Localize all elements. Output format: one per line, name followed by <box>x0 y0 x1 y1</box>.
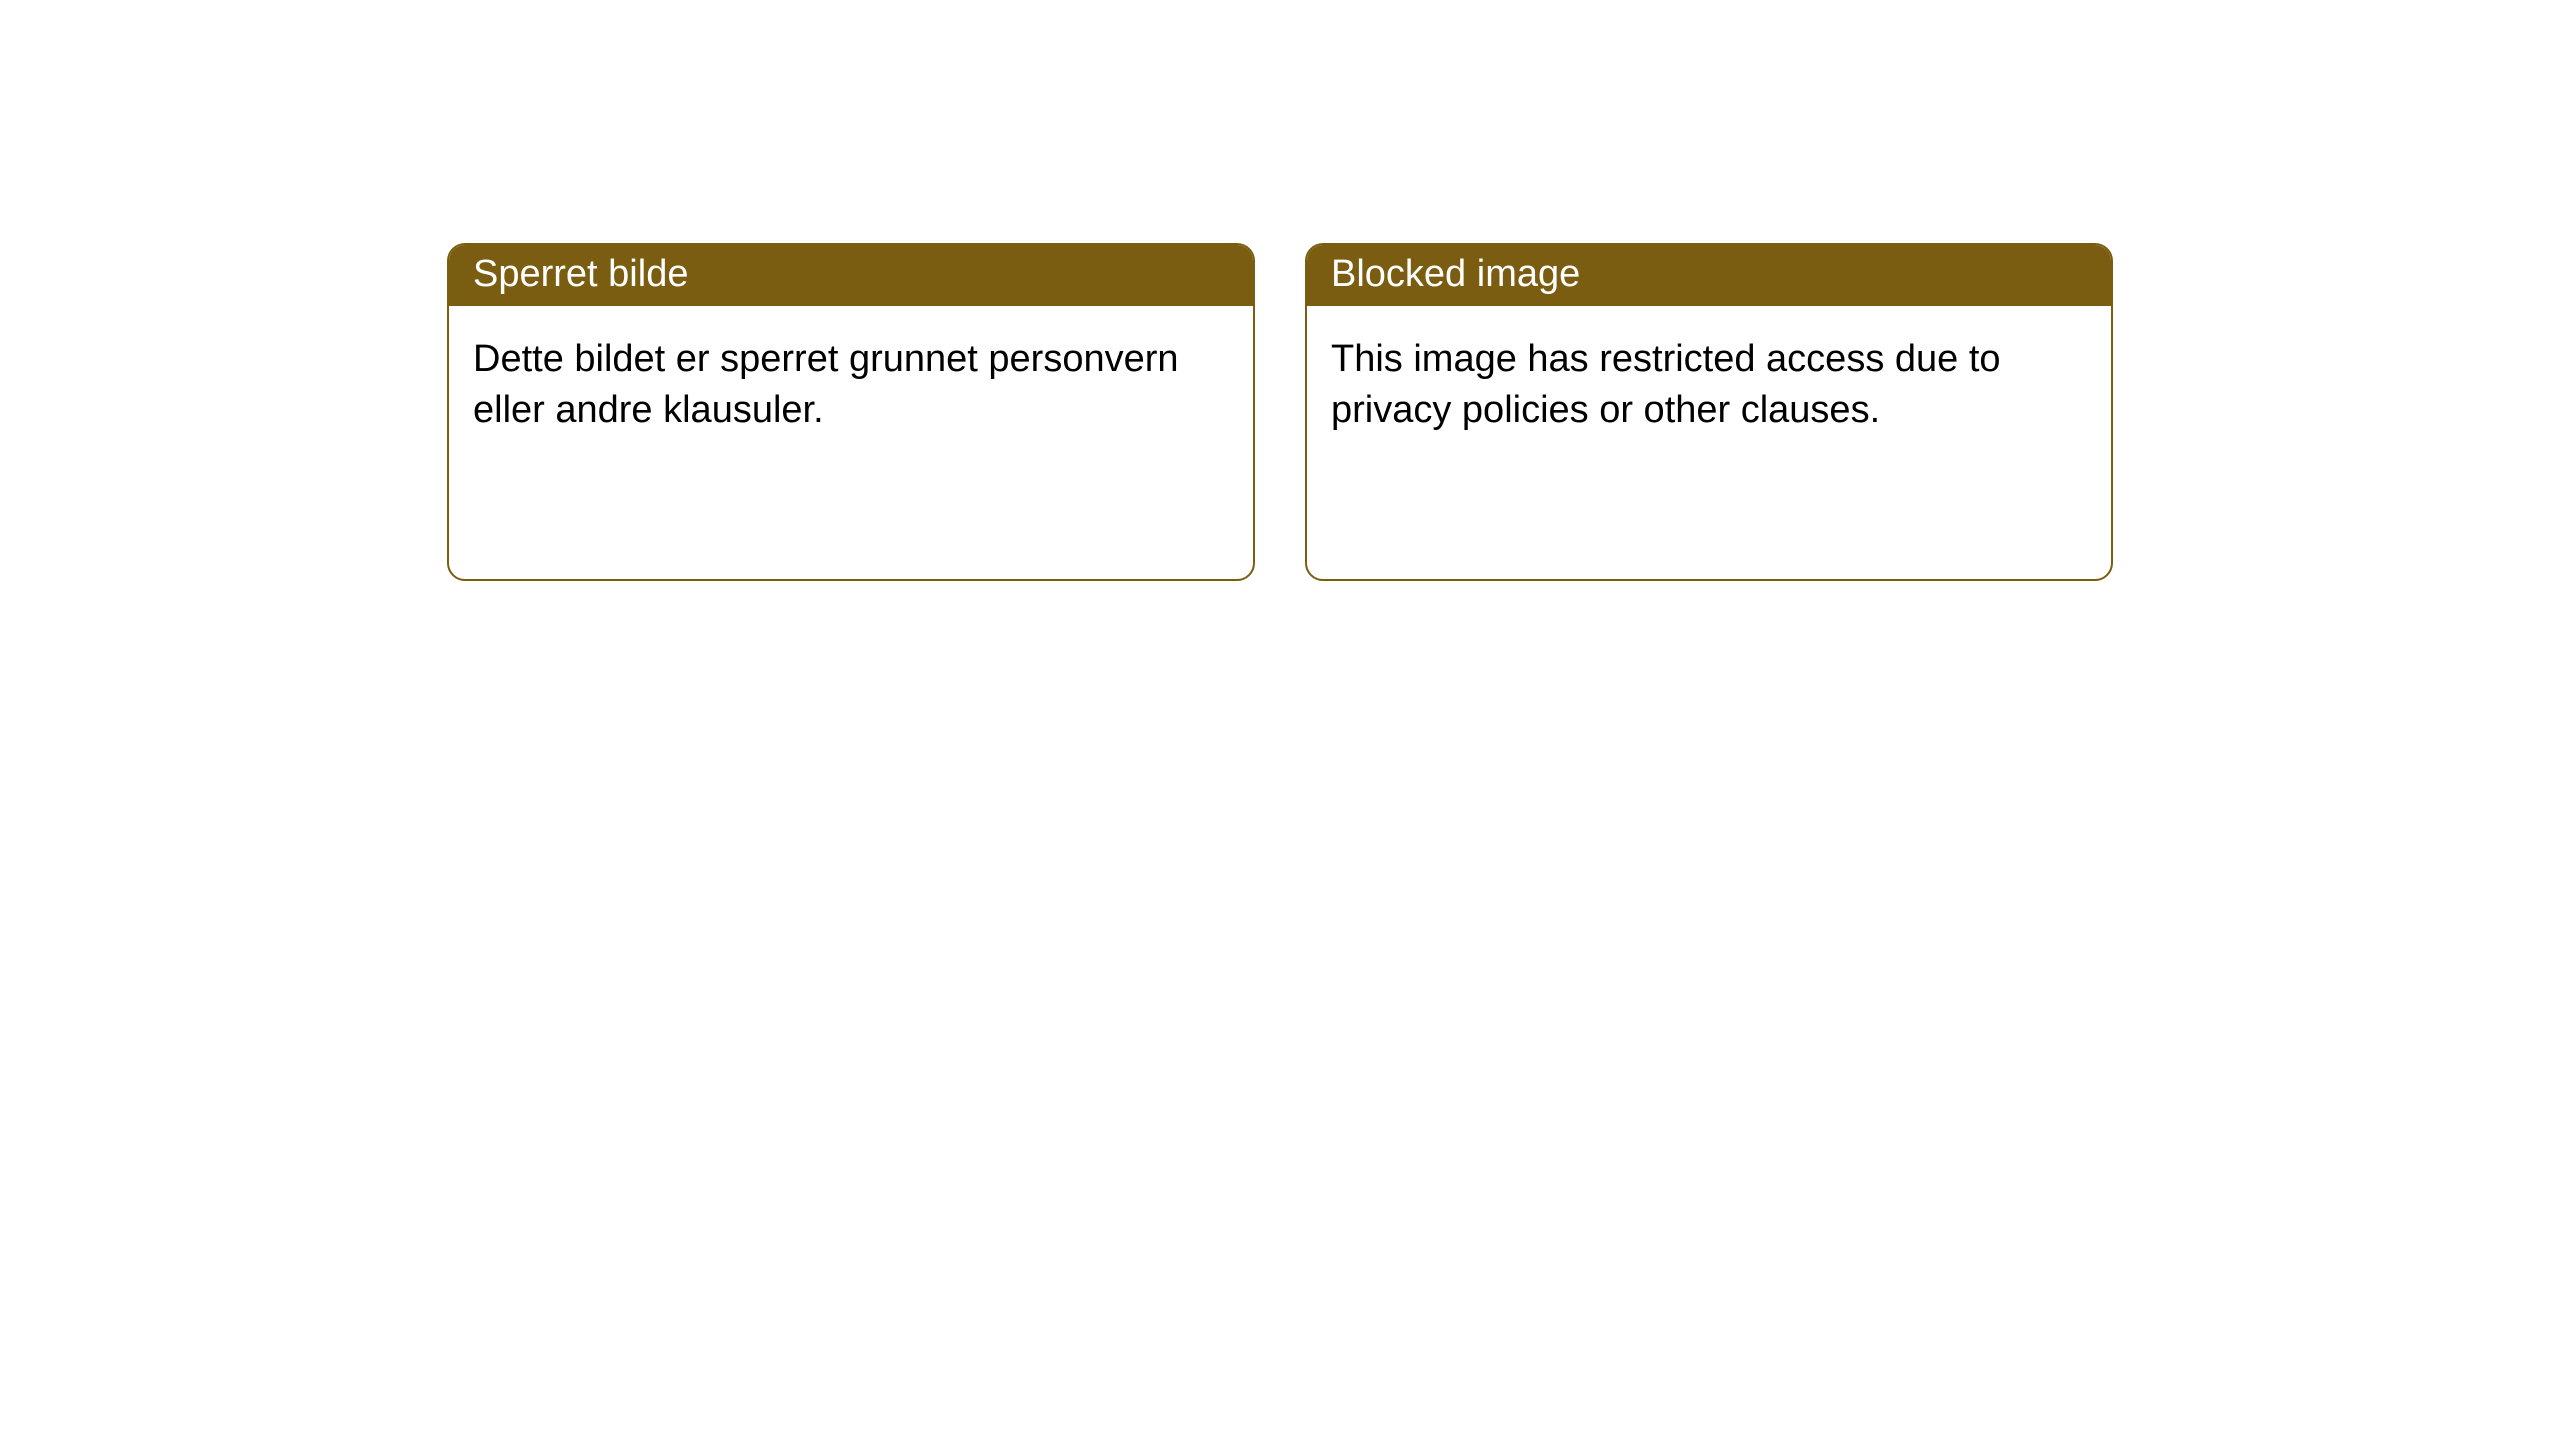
notice-body: This image has restricted access due to … <box>1307 306 2111 465</box>
notice-card-norwegian: Sperret bilde Dette bildet er sperret gr… <box>447 243 1255 581</box>
notices-container: Sperret bilde Dette bildet er sperret gr… <box>447 243 2113 581</box>
notice-body: Dette bildet er sperret grunnet personve… <box>449 306 1253 465</box>
notice-card-english: Blocked image This image has restricted … <box>1305 243 2113 581</box>
notice-header: Blocked image <box>1307 245 2111 306</box>
notice-header: Sperret bilde <box>449 245 1253 306</box>
notice-body-text: Dette bildet er sperret grunnet personve… <box>473 338 1179 431</box>
notice-title: Sperret bilde <box>473 253 688 295</box>
notice-body-text: This image has restricted access due to … <box>1331 338 2001 431</box>
notice-title: Blocked image <box>1331 253 1580 295</box>
